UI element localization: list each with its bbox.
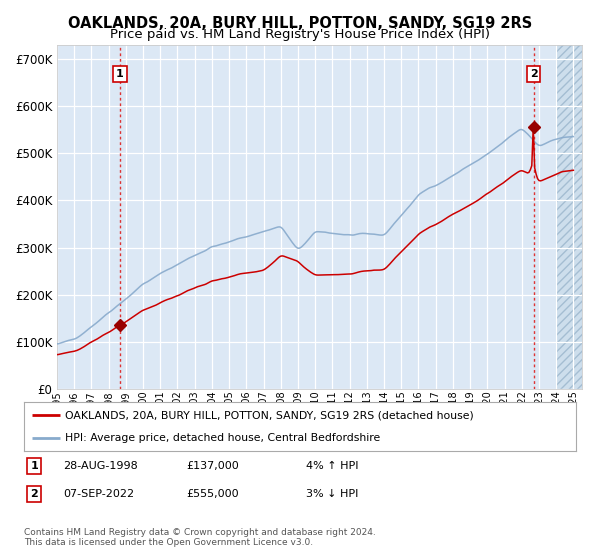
Text: £555,000: £555,000 <box>186 489 239 499</box>
Bar <box>556 45 582 389</box>
Text: Contains HM Land Registry data © Crown copyright and database right 2024.
This d: Contains HM Land Registry data © Crown c… <box>24 528 376 547</box>
Text: 2: 2 <box>31 489 38 499</box>
Text: 07-SEP-2022: 07-SEP-2022 <box>63 489 134 499</box>
Text: HPI: Average price, detached house, Central Bedfordshire: HPI: Average price, detached house, Cent… <box>65 433 380 444</box>
Text: OAKLANDS, 20A, BURY HILL, POTTON, SANDY, SG19 2RS: OAKLANDS, 20A, BURY HILL, POTTON, SANDY,… <box>68 16 532 31</box>
Bar <box>556 45 582 389</box>
Text: 1: 1 <box>31 461 38 471</box>
Text: Price paid vs. HM Land Registry's House Price Index (HPI): Price paid vs. HM Land Registry's House … <box>110 28 490 41</box>
Text: 4% ↑ HPI: 4% ↑ HPI <box>306 461 359 471</box>
Text: 2: 2 <box>530 69 538 79</box>
Text: 1: 1 <box>116 69 124 79</box>
Text: OAKLANDS, 20A, BURY HILL, POTTON, SANDY, SG19 2RS (detached house): OAKLANDS, 20A, BURY HILL, POTTON, SANDY,… <box>65 410 474 421</box>
Text: 28-AUG-1998: 28-AUG-1998 <box>63 461 138 471</box>
Text: 3% ↓ HPI: 3% ↓ HPI <box>306 489 358 499</box>
Text: £137,000: £137,000 <box>186 461 239 471</box>
